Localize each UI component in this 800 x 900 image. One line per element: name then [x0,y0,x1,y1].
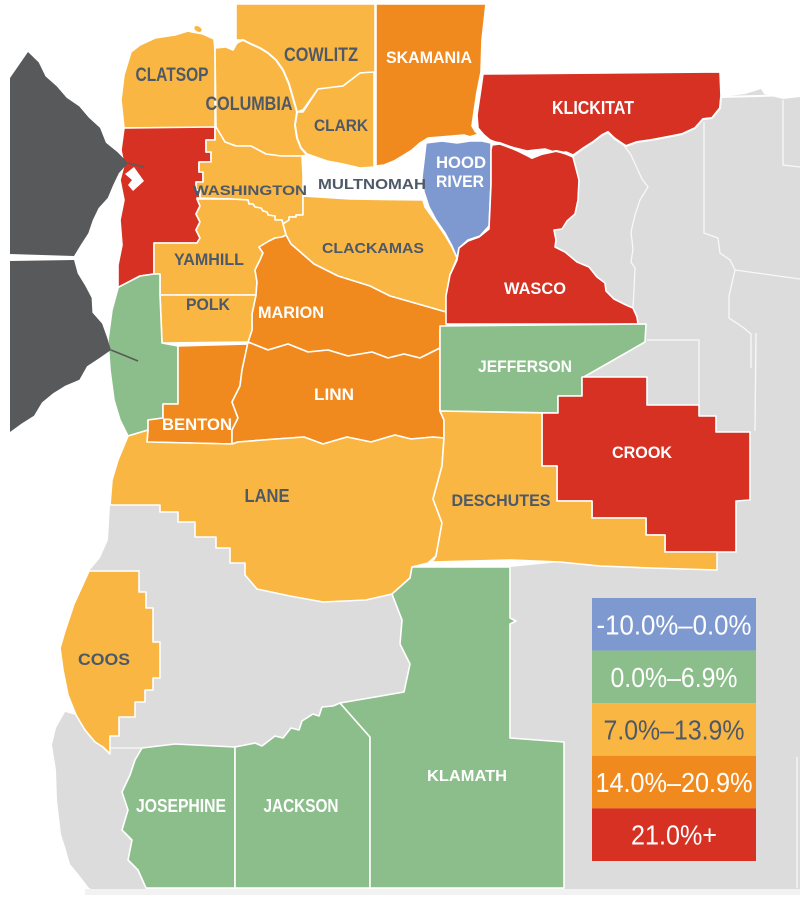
svg-text:COLUMBIA: COLUMBIA [206,94,293,115]
svg-text:CLATSOP: CLATSOP [136,65,209,86]
svg-text:0.0%–6.9%: 0.0%–6.9% [611,662,738,693]
svg-text:CLACKAMAS: CLACKAMAS [322,240,424,257]
svg-text:7.0%–13.9%: 7.0%–13.9% [604,715,745,746]
svg-text:DESCHUTES: DESCHUTES [452,491,551,510]
svg-text:CLARK: CLARK [314,116,369,135]
svg-text:BENTON: BENTON [162,415,232,434]
svg-text:WASHINGTON: WASHINGTON [193,182,307,198]
svg-text:JACKSON: JACKSON [264,796,339,816]
svg-text:KLAMATH: KLAMATH [427,768,507,785]
svg-text:POLK: POLK [186,295,231,314]
svg-text:LANE: LANE [245,486,290,506]
svg-text:RIVER: RIVER [436,172,484,191]
svg-text:MULTNOMAH: MULTNOMAH [318,176,426,193]
svg-text:SKAMANIA: SKAMANIA [386,48,472,67]
svg-text:KLICKITAT: KLICKITAT [552,98,634,118]
svg-text:COWLITZ: COWLITZ [284,45,358,66]
svg-text:WASCO: WASCO [504,279,566,298]
svg-text:YAMHILL: YAMHILL [174,250,244,269]
svg-text:-10.0%–0.0%: -10.0%–0.0% [597,609,752,640]
svg-text:MARION: MARION [258,303,324,322]
svg-text:COOS: COOS [78,650,130,669]
svg-text:CROOK: CROOK [612,443,673,462]
svg-text:HOOD: HOOD [436,153,486,172]
svg-text:14.0%–20.9%: 14.0%–20.9% [596,767,753,798]
svg-text:JOSEPHINE: JOSEPHINE [136,796,226,816]
svg-text:LINN: LINN [314,385,354,404]
svg-text:JEFFERSON: JEFFERSON [478,357,572,376]
svg-text:21.0%+: 21.0%+ [631,820,717,851]
